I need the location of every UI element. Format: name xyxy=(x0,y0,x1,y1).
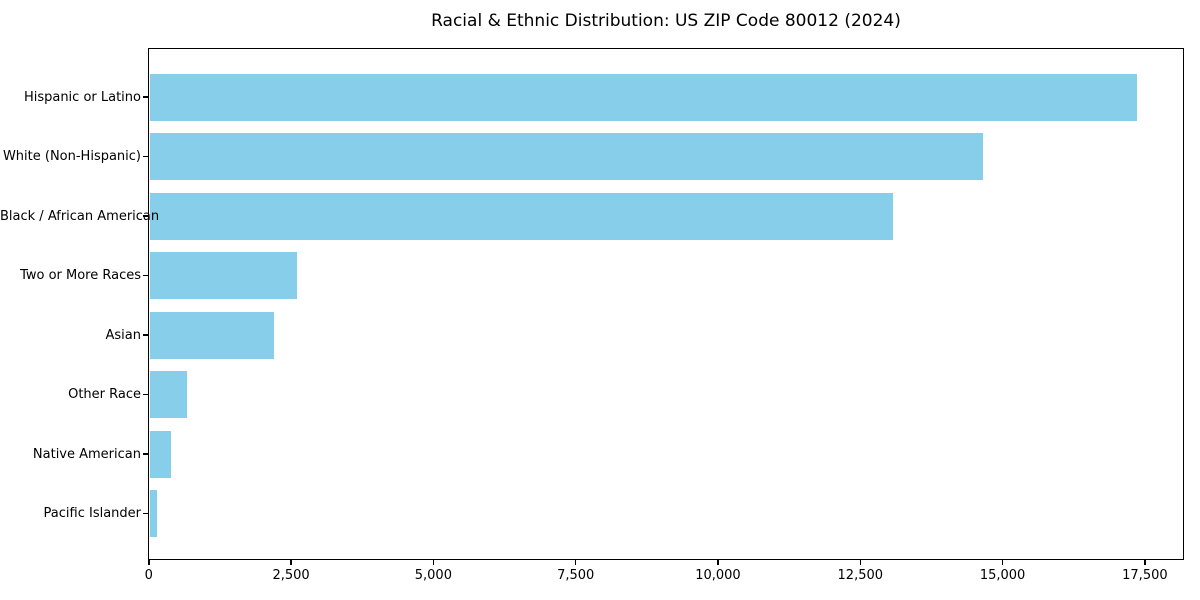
y-tick-mark xyxy=(143,215,148,217)
x-tick-mark xyxy=(574,560,577,565)
y-tick-label: Asian xyxy=(105,327,141,343)
y-tick-mark xyxy=(143,393,148,396)
plot-area xyxy=(148,48,1184,560)
y-tick-mark xyxy=(143,453,148,455)
y-tick-label: Native American xyxy=(32,446,141,462)
x-tick-mark xyxy=(290,560,292,565)
y-tick-mark xyxy=(143,96,148,98)
y-tick-label: Pacific Islander xyxy=(43,506,141,521)
y-tick-mark xyxy=(143,155,148,158)
x-tick-mark xyxy=(859,560,862,565)
bar-pacific-islander xyxy=(149,490,157,537)
x-tick-label: 12,500 xyxy=(837,568,884,583)
x-tick-label: 17,500 xyxy=(1122,568,1168,583)
bar-asian xyxy=(149,311,275,359)
x-tick-mark xyxy=(1001,560,1004,565)
y-tick-mark xyxy=(143,512,148,515)
bar-two-or-more-races xyxy=(149,252,297,299)
bar-hispanic-or-latino xyxy=(149,73,1137,121)
y-tick-mark xyxy=(143,334,148,336)
x-tick-label: 2,500 xyxy=(272,568,310,583)
y-tick-label: White (Non-Hispanic) xyxy=(2,149,141,164)
x-tick-label: 5,000 xyxy=(414,568,452,583)
y-tick-mark xyxy=(143,274,148,277)
x-tick-label: 0 xyxy=(144,568,153,583)
chart-title: Racial & Ethnic Distribution: US ZIP Cod… xyxy=(431,11,901,31)
x-tick-mark xyxy=(148,560,150,565)
x-tick-mark xyxy=(432,560,435,565)
bar-other-race xyxy=(149,371,187,418)
y-tick-label: Other Race xyxy=(68,387,141,402)
x-tick-label: 7,500 xyxy=(557,568,595,583)
x-tick-mark xyxy=(717,560,719,565)
y-tick-label: Two or More Races xyxy=(20,268,141,283)
x-tick-mark xyxy=(1144,560,1146,565)
x-tick-label: 15,000 xyxy=(979,568,1026,583)
y-tick-label: Black / African American xyxy=(0,208,160,224)
bar-native-american xyxy=(149,430,172,478)
x-tick-label: 10,000 xyxy=(695,568,741,583)
bar-black-african-american xyxy=(149,192,894,240)
y-tick-label: Hispanic or Latino xyxy=(23,89,141,105)
bar-white-non-hispanic xyxy=(149,133,984,180)
